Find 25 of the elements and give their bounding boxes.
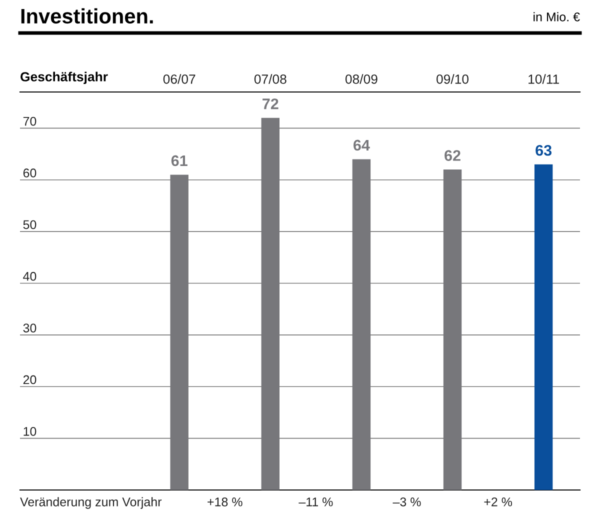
y-tick-label: 20 — [23, 375, 36, 384]
data-label: 64 — [354, 140, 370, 151]
y-tick-label: 60 — [23, 168, 36, 178]
x-tick-label: 07/08 — [254, 74, 286, 84]
y-tick-label: 50 — [23, 220, 36, 230]
y-tick-label: 40 — [23, 272, 36, 281]
chart-title: Investitionen. — [21, 8, 153, 24]
data-label: 72 — [262, 98, 278, 110]
text: –3 % — [392, 498, 421, 506]
text: Veränderung zum Vorjahr — [20, 497, 162, 509]
text: –11 % — [298, 498, 333, 506]
data-label: 62 — [444, 150, 460, 161]
y-tick-label: 30 — [23, 324, 36, 332]
x-tick-label: 06/07 — [163, 74, 196, 84]
y-tick-label: 10 — [24, 426, 36, 436]
data-label: 61 — [171, 155, 188, 166]
x-tick-label: 10/11 — [528, 74, 559, 84]
x-tick-label: 08/09 — [345, 74, 378, 84]
x-axis-title: Geschäftsjahr — [20, 72, 108, 84]
data-label: 63 — [536, 144, 552, 156]
y-axis-title: in Mio. € — [534, 12, 580, 22]
text: +18 % — [208, 498, 242, 506]
y-tick-label: 70 — [23, 116, 36, 126]
x-tick-label: 09/10 — [436, 74, 469, 84]
text: +2 % — [484, 498, 512, 506]
